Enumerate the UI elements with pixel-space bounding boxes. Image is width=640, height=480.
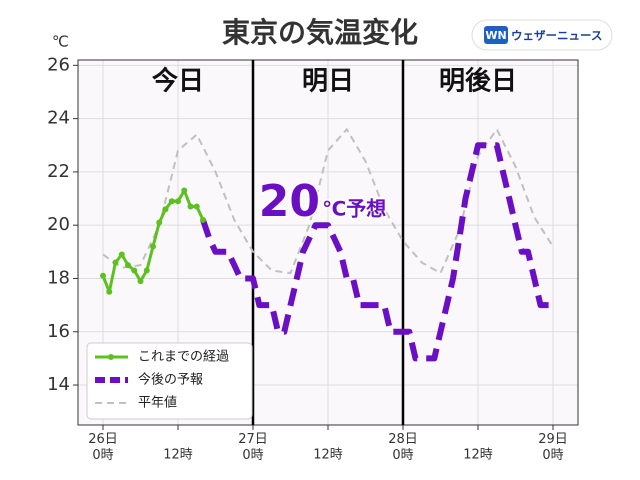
- y-tick-label: 24: [47, 108, 70, 129]
- x-tick-label: 12時: [163, 448, 193, 463]
- annotation-unit: ℃予想: [322, 196, 386, 220]
- series-point: [143, 267, 150, 274]
- series-point: [112, 259, 119, 266]
- series-point: [125, 262, 131, 269]
- series-point: [100, 272, 106, 279]
- x-tick-label: 12時: [463, 448, 493, 463]
- chart-title: 東京の気温変化: [222, 16, 418, 49]
- day-label: 明日: [302, 67, 354, 97]
- series-line: [102, 128, 554, 275]
- series-point: [175, 198, 181, 205]
- plot-frame: [77, 59, 579, 426]
- y-tick-label: 20: [47, 214, 70, 235]
- series-point: [150, 243, 156, 250]
- y-unit: ℃: [52, 33, 69, 51]
- series-point: [156, 219, 163, 226]
- day-label: 今日: [152, 66, 204, 97]
- legend-label: 今後の予報: [138, 372, 203, 388]
- series-point: [137, 278, 144, 285]
- legend-box: [86, 342, 253, 420]
- y-tick-label: 14: [47, 374, 70, 395]
- y-tick-label: 18: [47, 267, 70, 288]
- series-point: [162, 206, 169, 213]
- x-tick-label: 29日 0時: [538, 432, 568, 463]
- x-tick-label: 28日 0時: [388, 432, 418, 463]
- legend-label: 平年値: [138, 395, 177, 411]
- y-tick-label: 16: [47, 321, 70, 342]
- series-point: [181, 187, 188, 194]
- x-tick-label: 12時: [313, 448, 343, 463]
- annotation-number: 20: [259, 176, 320, 227]
- y-tick-label: 26: [47, 54, 70, 75]
- x-tick-label: 27日 0時: [238, 432, 268, 463]
- logo-text: ウェザーニュース: [511, 29, 602, 43]
- series-point: [168, 198, 175, 205]
- x-tick-label: 26日 0時: [88, 432, 118, 463]
- series-point: [106, 288, 113, 295]
- series-point: [131, 267, 138, 274]
- series-line: [200, 142, 553, 362]
- logo: WN ウェザーニュース: [471, 19, 613, 51]
- series-point: [200, 216, 206, 223]
- series-point: [193, 203, 200, 210]
- day-label: 明後日: [439, 66, 517, 97]
- y-tick-label: 22: [47, 161, 70, 182]
- series-point: [118, 251, 125, 258]
- legend-label: これまでの経過: [138, 350, 229, 365]
- legend-dot: [108, 354, 114, 360]
- logo-icon: WN: [485, 29, 506, 42]
- series-point: [187, 203, 194, 210]
- logo-icon-box: [484, 26, 508, 44]
